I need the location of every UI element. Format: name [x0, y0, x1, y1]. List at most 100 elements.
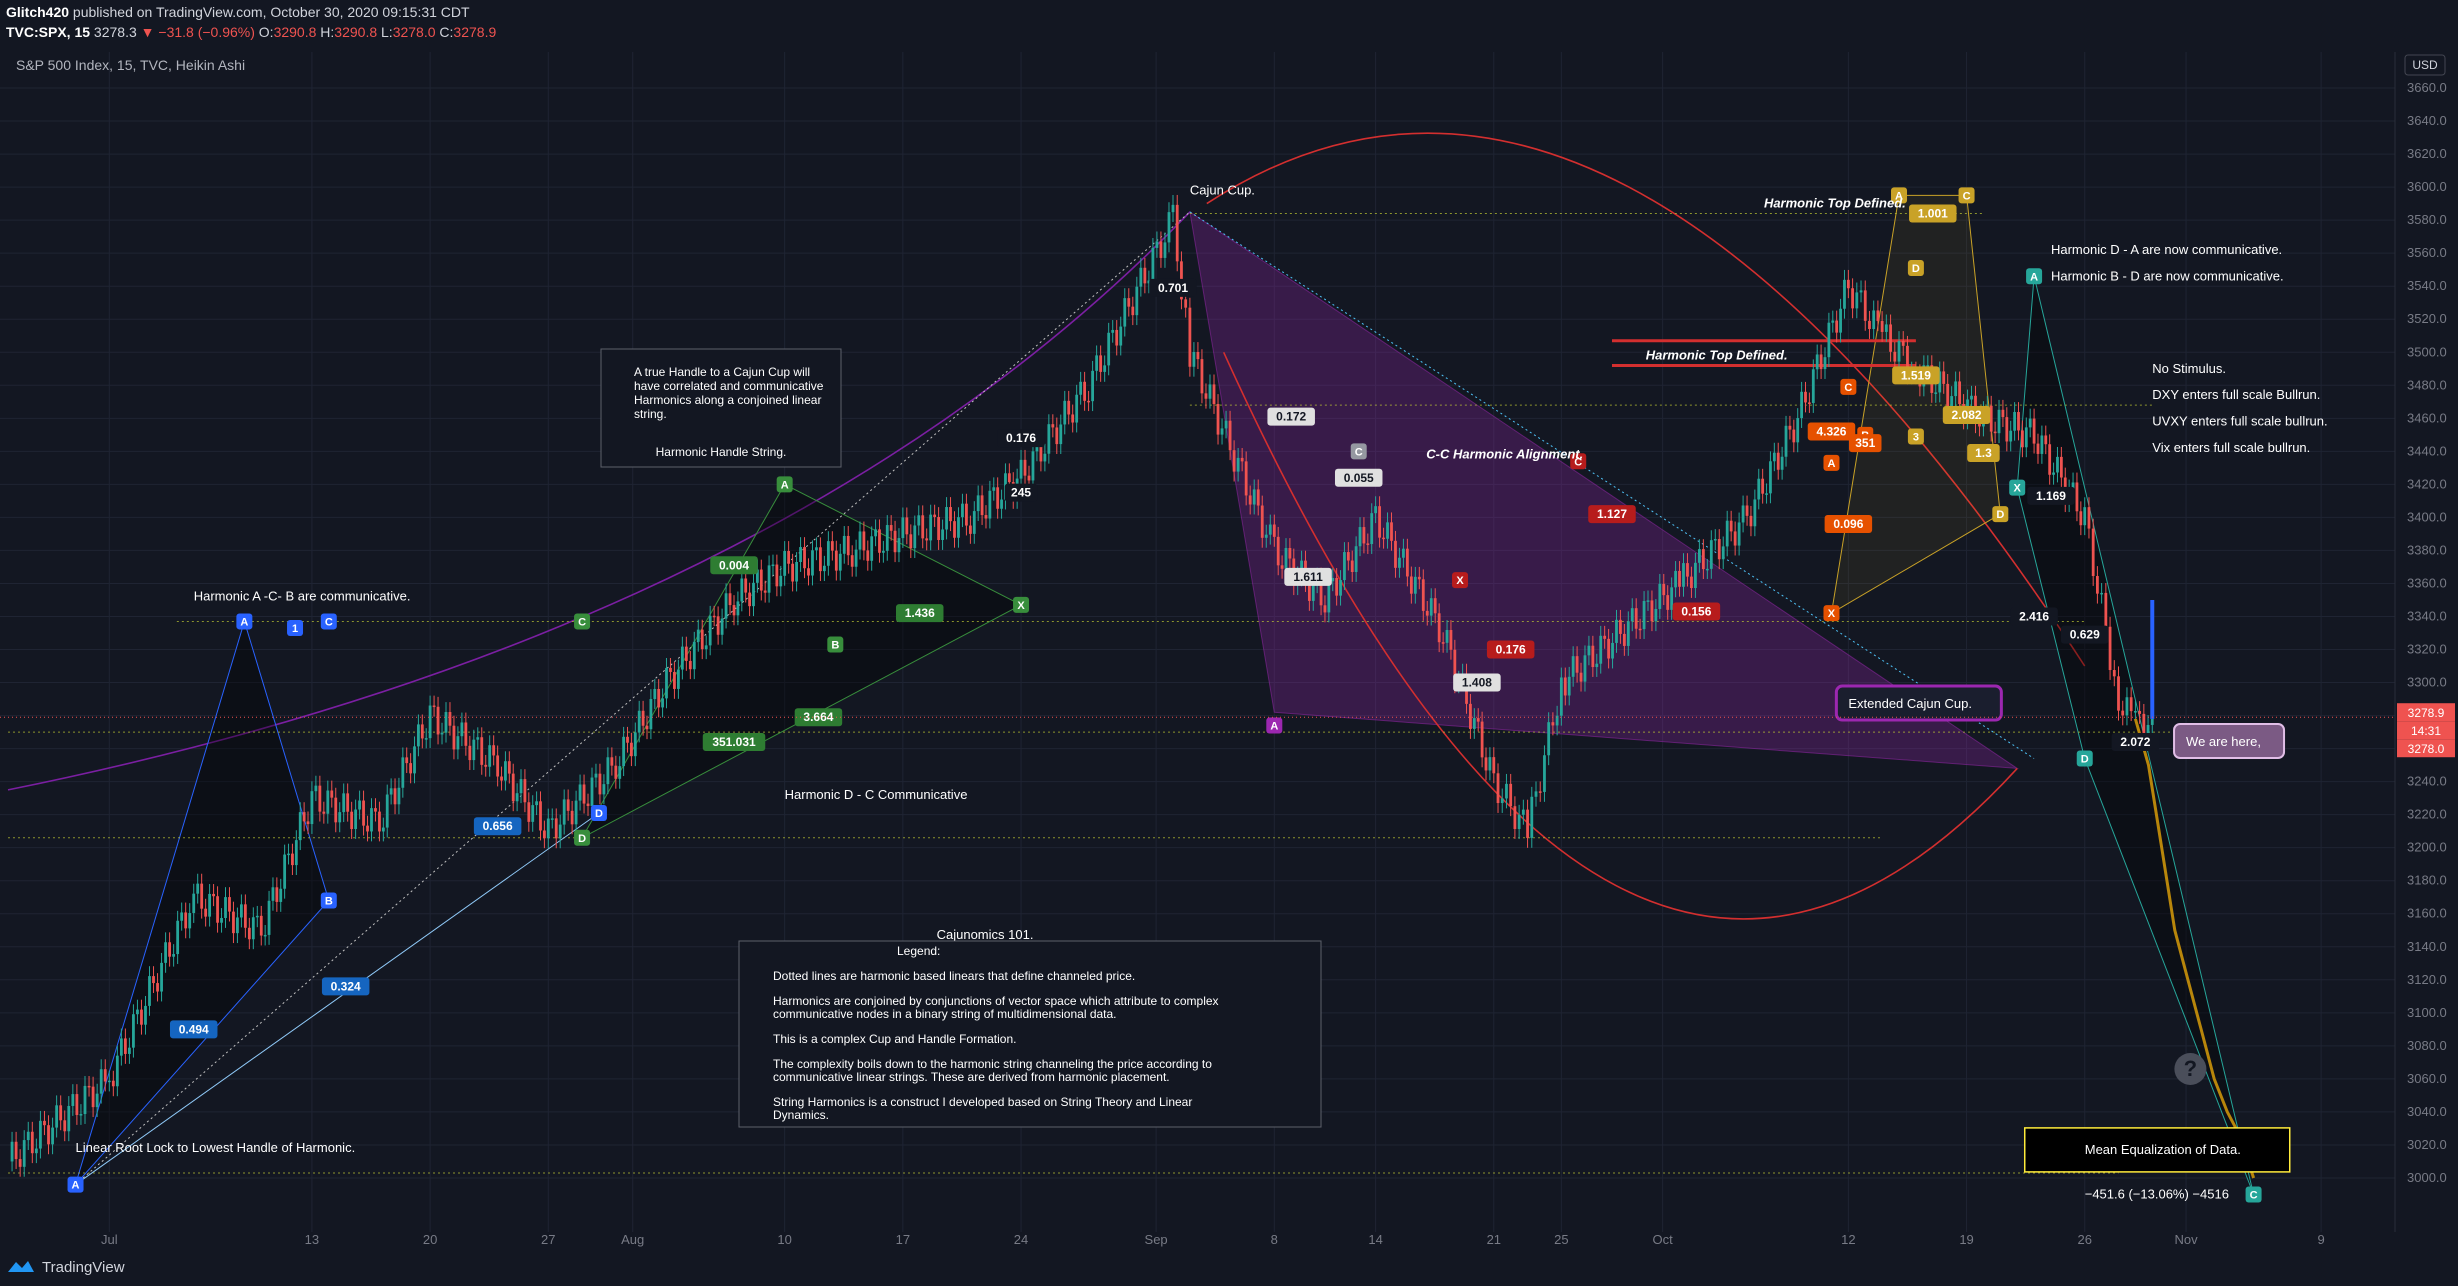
candle-body: [1555, 715, 1559, 726]
candle-body: [464, 722, 468, 746]
y-tick-label: 3480.0: [2407, 377, 2447, 392]
candle-body: [996, 487, 1000, 509]
candle-body: [1167, 212, 1171, 243]
candle-body: [1027, 475, 1031, 481]
candle-body: [976, 495, 980, 512]
candle-body: [2040, 435, 2044, 454]
candle-body: [1993, 431, 1997, 434]
candle-body: [140, 1009, 143, 1025]
candle-body: [2079, 511, 2083, 526]
candle-body: [1284, 548, 1288, 569]
candle-body: [1776, 452, 1780, 470]
price-tag: [2397, 703, 2455, 722]
candle-body: [334, 797, 338, 823]
candle-body: [1039, 441, 1043, 462]
candle-body: [1926, 365, 1930, 367]
candle-body: [1055, 427, 1059, 445]
candle-body: [381, 827, 385, 832]
candle-body: [342, 793, 346, 813]
candle-body: [519, 779, 523, 794]
candle-body: [838, 553, 842, 571]
candle-body: [1686, 563, 1689, 577]
candle-body: [196, 883, 200, 894]
candle-body: [1236, 457, 1240, 472]
harmonic-point-label: X: [1017, 600, 1025, 612]
candle-body: [826, 541, 830, 566]
harmonic-point-marker: [2009, 479, 2026, 496]
candle-body: [1331, 577, 1335, 582]
candle-body: [243, 904, 247, 928]
candle-body: [1151, 247, 1155, 281]
candle-body: [858, 531, 862, 550]
y-tick-label: 3020.0: [2407, 1137, 2447, 1152]
candle-body: [1741, 505, 1745, 523]
candle-body: [811, 550, 814, 576]
projection-path: [2133, 718, 2256, 1179]
candle-body: [771, 564, 775, 567]
down-arrow-icon: ▼: [140, 24, 155, 40]
harmonic-point-marker: [320, 613, 337, 630]
candle-body: [1697, 549, 1701, 563]
candle-body: [123, 1038, 127, 1054]
candle-body: [1694, 562, 1697, 589]
publisher-name[interactable]: Glitch420: [6, 4, 70, 20]
chart-legend-title: S&P 500 Index, 15, TVC, Heikin Ashi: [16, 57, 245, 73]
candle-body: [949, 507, 952, 522]
ratio-marker: [702, 732, 766, 751]
candle-body: [791, 563, 795, 582]
candle-body: [1521, 809, 1525, 815]
candle-body: [905, 517, 909, 535]
candle-body: [637, 710, 641, 733]
tradingview-brand[interactable]: TradingView: [6, 1258, 125, 1276]
high-value: 3290.8: [334, 24, 378, 40]
candle-body: [901, 517, 905, 539]
candle-body: [610, 757, 614, 766]
candle-body: [937, 517, 941, 541]
harmonic-point-label: 1: [292, 623, 298, 635]
y-tick-label: 3660.0: [2407, 80, 2447, 95]
ratio-marker: [1004, 483, 1038, 502]
candle-body: [881, 550, 885, 553]
candle-body: [338, 812, 342, 823]
y-tick-label: 3360.0: [2407, 575, 2447, 590]
candle-body: [1567, 676, 1571, 696]
candle-body: [673, 671, 676, 689]
candle-body: [696, 629, 700, 642]
candle-body: [232, 911, 235, 934]
candle-body: [558, 824, 562, 839]
candle-body: [310, 791, 314, 825]
candle-body: [2146, 724, 2150, 737]
price-chart[interactable]: Jul 13 20 27 Aug 10 17 24 Sep 8 14 21 25 Oct 12 19 26 Nov…: [0, 52, 2458, 1250]
x-tick-label: 20: [423, 1232, 437, 1247]
candle-body: [1543, 755, 1546, 792]
candle-body: [1111, 329, 1115, 333]
candle-body: [1603, 635, 1607, 639]
candle-body: [2036, 443, 2040, 454]
ratio-label: 0.629: [2070, 628, 2100, 642]
candle-body: [1827, 322, 1831, 358]
candle-body: [496, 755, 500, 777]
candle-body: [688, 660, 692, 670]
candle-body: [1358, 527, 1362, 547]
handle-box: [600, 348, 842, 468]
candle-body: [1717, 539, 1721, 560]
we-are-here-box: [2173, 722, 2286, 759]
candle-body: [1729, 520, 1733, 532]
candle-body: [842, 535, 846, 554]
handle-box-line: A true Handle to a Cajun Cup will: [634, 365, 810, 379]
harmonic-point-label: D: [2081, 754, 2089, 766]
candle-body: [1889, 324, 1892, 352]
candle-body: [1405, 548, 1409, 577]
candle-body: [1872, 310, 1876, 330]
candle-body: [834, 550, 838, 571]
candle-body: [2044, 435, 2048, 445]
candle-body: [933, 514, 937, 518]
harmonic-point-marker: [776, 476, 793, 493]
ratio-marker: [1588, 505, 1636, 524]
candle-body: [1630, 608, 1634, 622]
candle-body: [700, 629, 704, 650]
ratio-marker: [321, 977, 370, 996]
legend-box-line: Dotted lines are harmonic based linears …: [773, 969, 1135, 983]
legend-box-line: This is a complex Cup and Handle Formati…: [773, 1032, 1016, 1046]
candle-body: [1678, 570, 1681, 587]
